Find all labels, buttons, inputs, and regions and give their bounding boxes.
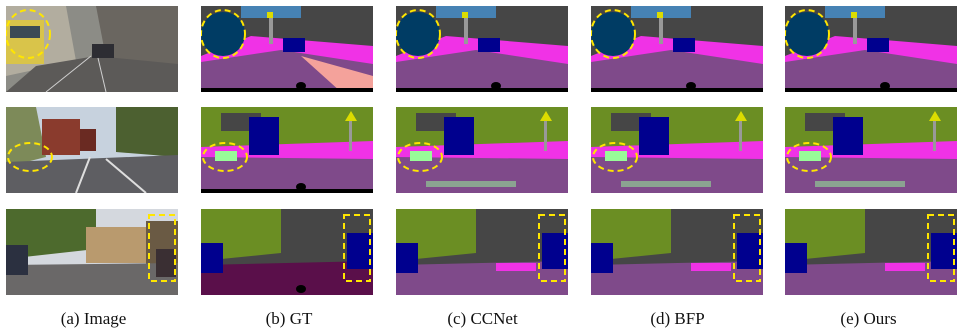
row1-ours-panel: [785, 6, 957, 92]
caption-ccnet: (c) CCNet: [447, 309, 518, 328]
row1-bfp-panel: [591, 6, 763, 92]
caption-gt: (b) GT: [265, 309, 313, 328]
row2-image-panel: [6, 107, 178, 193]
row1-image-panel: [6, 6, 178, 92]
row3-ccnet-panel: [396, 209, 568, 295]
row3-ours-panel: [785, 209, 957, 295]
row2-gt-panel: [201, 107, 373, 193]
row2-ccnet-panel: [396, 107, 568, 193]
row1-gt-panel: [201, 6, 373, 92]
row2-ours-panel: [785, 107, 957, 193]
caption-bfp: (d) BFP: [650, 309, 705, 328]
row2-bfp-panel: [591, 107, 763, 193]
row3-bfp-panel: [591, 209, 763, 295]
row1-ccnet-panel: [396, 6, 568, 92]
row3-gt-panel: [201, 209, 373, 295]
caption-ours: (e) Ours: [840, 309, 897, 328]
caption-image: (a) Image: [60, 309, 127, 328]
row3-image-panel: [6, 209, 178, 295]
